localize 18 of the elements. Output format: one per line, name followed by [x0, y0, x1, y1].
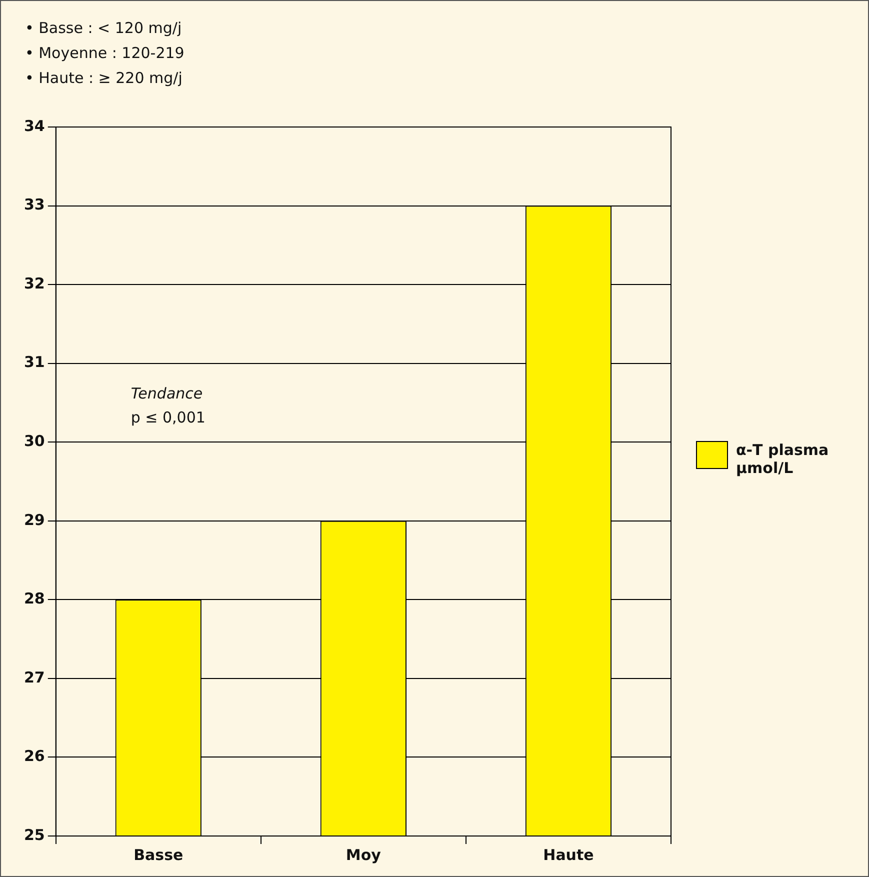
legend-label: α-T plasma µmol/L — [736, 441, 830, 477]
x-tick-label: Basse — [134, 846, 184, 864]
annotation: Tendance p ≤ 0,001 — [130, 384, 206, 427]
x-tick-label: Haute — [543, 846, 594, 864]
y-tick-label: 32 — [24, 274, 45, 292]
y-tick-label: 26 — [24, 747, 45, 766]
y-tick-label: 29 — [24, 510, 45, 529]
y-tick-label: 27 — [24, 668, 45, 686]
text: • Moyenne : 120-219 — [25, 44, 184, 62]
x-tick-label: Moy — [346, 846, 382, 864]
y-tick-label: 28 — [24, 590, 45, 608]
text: • Basse : < 120 mg/j — [25, 18, 182, 37]
y-tick-label: 33 — [24, 196, 45, 214]
y-tick-label: 30 — [24, 432, 45, 450]
text: • Haute : ≥ 220 mg/j — [25, 68, 182, 87]
y-tick-label: 25 — [24, 826, 45, 844]
y-tick-label: 31 — [24, 353, 45, 372]
y-tick-label: 34 — [24, 116, 45, 135]
